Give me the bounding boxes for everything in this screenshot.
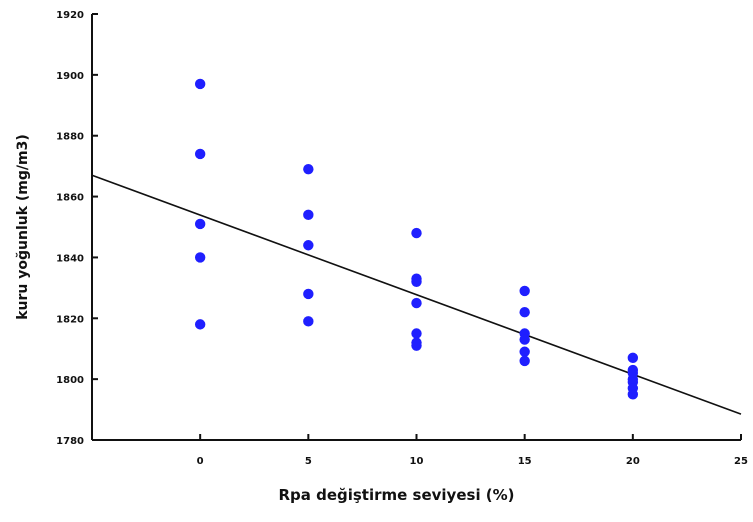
data-point [519,307,530,318]
y-tick-label: 1840 [56,253,84,264]
data-point [303,288,314,300]
y-tick-label: 1880 [56,132,84,143]
y-tick-label: 1780 [56,436,84,447]
data-point [411,297,422,309]
data-point [303,240,314,251]
x-tick-label: 25 [734,456,748,467]
x-tick-label: 0 [197,456,204,467]
data-point [411,227,422,239]
y-tick-label: 1860 [56,193,84,204]
x-tick-label: 5 [305,456,312,467]
x-tick-label: 20 [626,456,640,467]
data-point [519,355,530,367]
y-tick-label: 1820 [56,314,84,325]
data-point [303,209,314,221]
data-point [303,163,314,175]
data-point [627,352,639,364]
data-point [519,285,530,297]
trend-line [91,174,742,415]
data-point [519,334,530,345]
x-axis-title: Rpa değiştirme seviyesi (%) [278,486,514,504]
x-tick-label: 15 [518,456,532,467]
data-point [194,218,206,230]
y-tick-label: 1900 [56,71,84,82]
y-axis-title: kuru yoğunluk (mg/m3) [15,134,31,320]
data-point [411,276,422,287]
y-tick-label: 1800 [56,375,84,386]
data-point [303,316,314,327]
data-point [627,389,639,400]
data-point [411,328,422,339]
x-tick-label: 10 [410,456,424,467]
data-point [519,346,530,357]
data-point [194,319,206,330]
y-tick-label: 1920 [56,10,84,21]
data-point [194,78,206,90]
data-point [411,337,422,348]
data-point [194,252,206,263]
data-point [194,148,206,160]
